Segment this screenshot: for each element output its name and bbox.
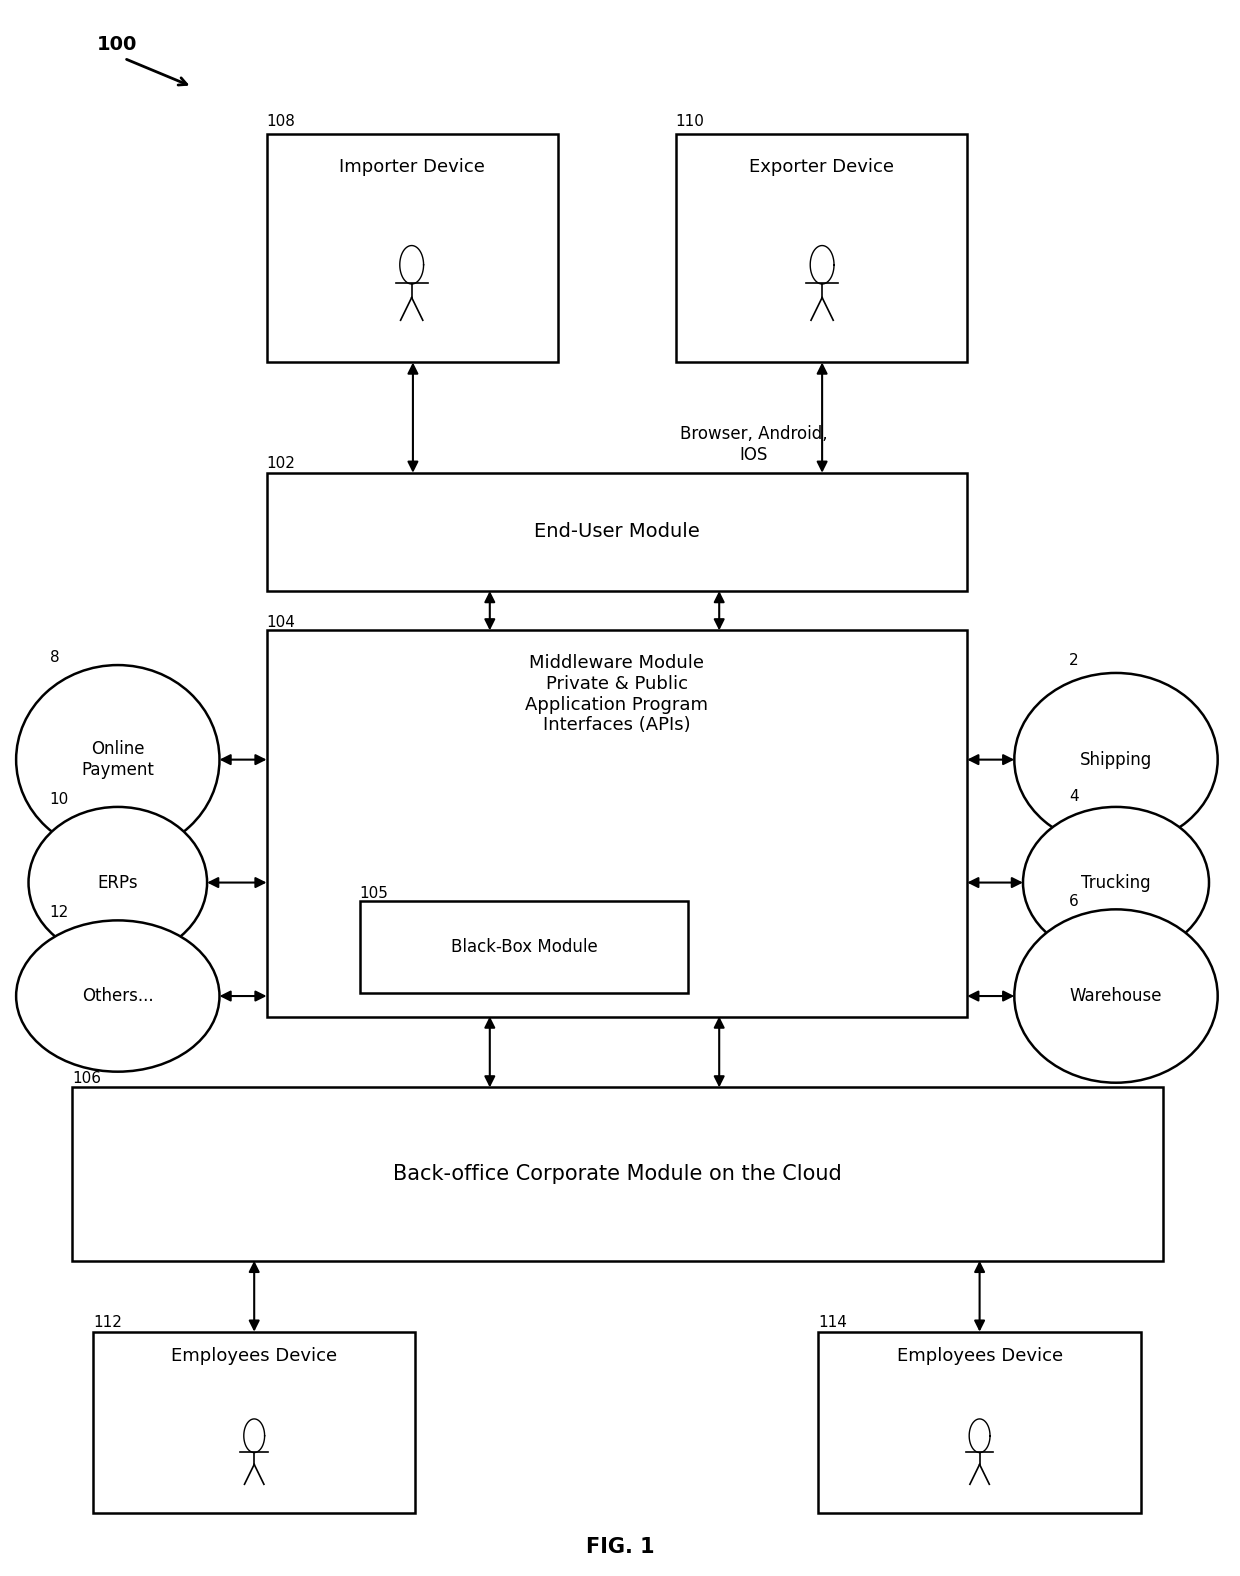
Bar — [267, 473, 967, 591]
Text: Trucking: Trucking — [1081, 873, 1151, 892]
Bar — [93, 1332, 415, 1513]
Text: Importer Device: Importer Device — [340, 158, 485, 175]
Text: Shipping: Shipping — [1080, 750, 1152, 769]
Bar — [267, 134, 558, 362]
Text: 102: 102 — [267, 455, 295, 471]
Text: 10: 10 — [50, 791, 69, 807]
Ellipse shape — [1014, 909, 1218, 1083]
Text: 4: 4 — [1069, 788, 1079, 804]
Text: FIG. 1: FIG. 1 — [585, 1537, 655, 1557]
Text: Middleware Module
Private & Public
Application Program
Interfaces (APIs): Middleware Module Private & Public Appli… — [526, 654, 708, 734]
Bar — [818, 1332, 1141, 1513]
Text: Employees Device: Employees Device — [171, 1347, 337, 1365]
Text: Others...: Others... — [82, 987, 154, 1005]
Bar — [72, 1087, 1163, 1261]
Polygon shape — [810, 246, 835, 284]
Text: End-User Module: End-User Module — [534, 522, 699, 542]
Text: 104: 104 — [267, 615, 295, 630]
Ellipse shape — [29, 807, 207, 958]
Text: 100: 100 — [97, 35, 138, 55]
Bar — [676, 134, 967, 362]
Text: 12: 12 — [50, 905, 69, 920]
Text: Back-office Corporate Module on the Cloud: Back-office Corporate Module on the Clou… — [393, 1165, 842, 1184]
Text: Employees Device: Employees Device — [897, 1347, 1063, 1365]
Text: Browser, Android,
IOS: Browser, Android, IOS — [680, 426, 827, 463]
Text: 106: 106 — [72, 1070, 100, 1086]
Polygon shape — [399, 246, 424, 284]
Bar — [267, 630, 967, 1017]
Text: 114: 114 — [818, 1314, 847, 1330]
Text: Exporter Device: Exporter Device — [749, 158, 894, 175]
Text: 6: 6 — [1069, 894, 1079, 909]
Text: 8: 8 — [50, 649, 60, 665]
Ellipse shape — [16, 920, 219, 1072]
Polygon shape — [970, 1418, 990, 1453]
Text: 112: 112 — [93, 1314, 122, 1330]
Ellipse shape — [1014, 673, 1218, 846]
Ellipse shape — [16, 665, 219, 854]
Text: Warehouse: Warehouse — [1070, 987, 1162, 1005]
Text: 105: 105 — [360, 886, 388, 901]
Polygon shape — [244, 1418, 264, 1453]
Text: 108: 108 — [267, 113, 295, 129]
Text: Black-Box Module: Black-Box Module — [450, 938, 598, 957]
Text: ERPs: ERPs — [98, 873, 138, 892]
Ellipse shape — [1023, 807, 1209, 958]
Text: Online
Payment: Online Payment — [82, 741, 154, 779]
Text: 2: 2 — [1069, 652, 1079, 668]
Bar — [360, 901, 688, 993]
Text: 110: 110 — [676, 113, 704, 129]
